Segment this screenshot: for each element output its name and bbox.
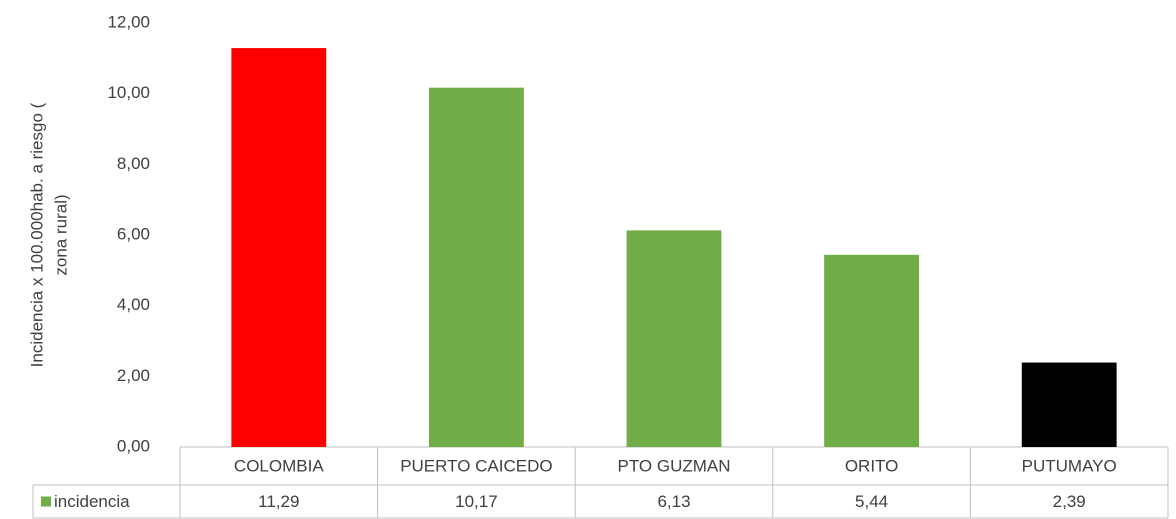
bar: [626, 230, 722, 447]
x-tick-label: ORITO: [845, 456, 899, 475]
y-tick-label: 2,00: [117, 366, 150, 385]
x-tick-label: COLOMBIA: [234, 456, 324, 475]
x-tick-label: PUTUMAYO: [1022, 456, 1117, 475]
y-tick-label: 8,00: [117, 154, 150, 173]
legend-label: incidencia: [54, 492, 130, 511]
x-tick-label: PTO GUZMAN: [617, 456, 730, 475]
y-tick-label: 10,00: [107, 83, 150, 102]
data-label: 6,13: [657, 492, 690, 511]
bar: [231, 48, 327, 447]
y-axis-label: Incidencia x 100.000hab. a riesgo ( zona…: [27, 102, 70, 367]
bar: [824, 254, 920, 447]
data-label: 10,17: [455, 492, 498, 511]
legend-swatch: [41, 496, 51, 507]
x-tick-label: PUERTO CAICEDO: [400, 456, 552, 475]
y-axis-label-line: Incidencia x 100.000hab. a riesgo (: [27, 102, 46, 367]
data-label: 5,44: [855, 492, 888, 511]
y-axis-label-line: zona rural): [51, 194, 70, 275]
y-tick-label: 0,00: [117, 436, 150, 455]
data-label: 11,29: [258, 492, 299, 511]
y-tick-label: 4,00: [117, 295, 150, 314]
data-label: 2,39: [1053, 492, 1086, 511]
y-tick-label: 6,00: [117, 224, 150, 243]
bar: [428, 87, 524, 447]
y-tick-label: 12,00: [107, 12, 150, 31]
bar: [1021, 362, 1117, 447]
